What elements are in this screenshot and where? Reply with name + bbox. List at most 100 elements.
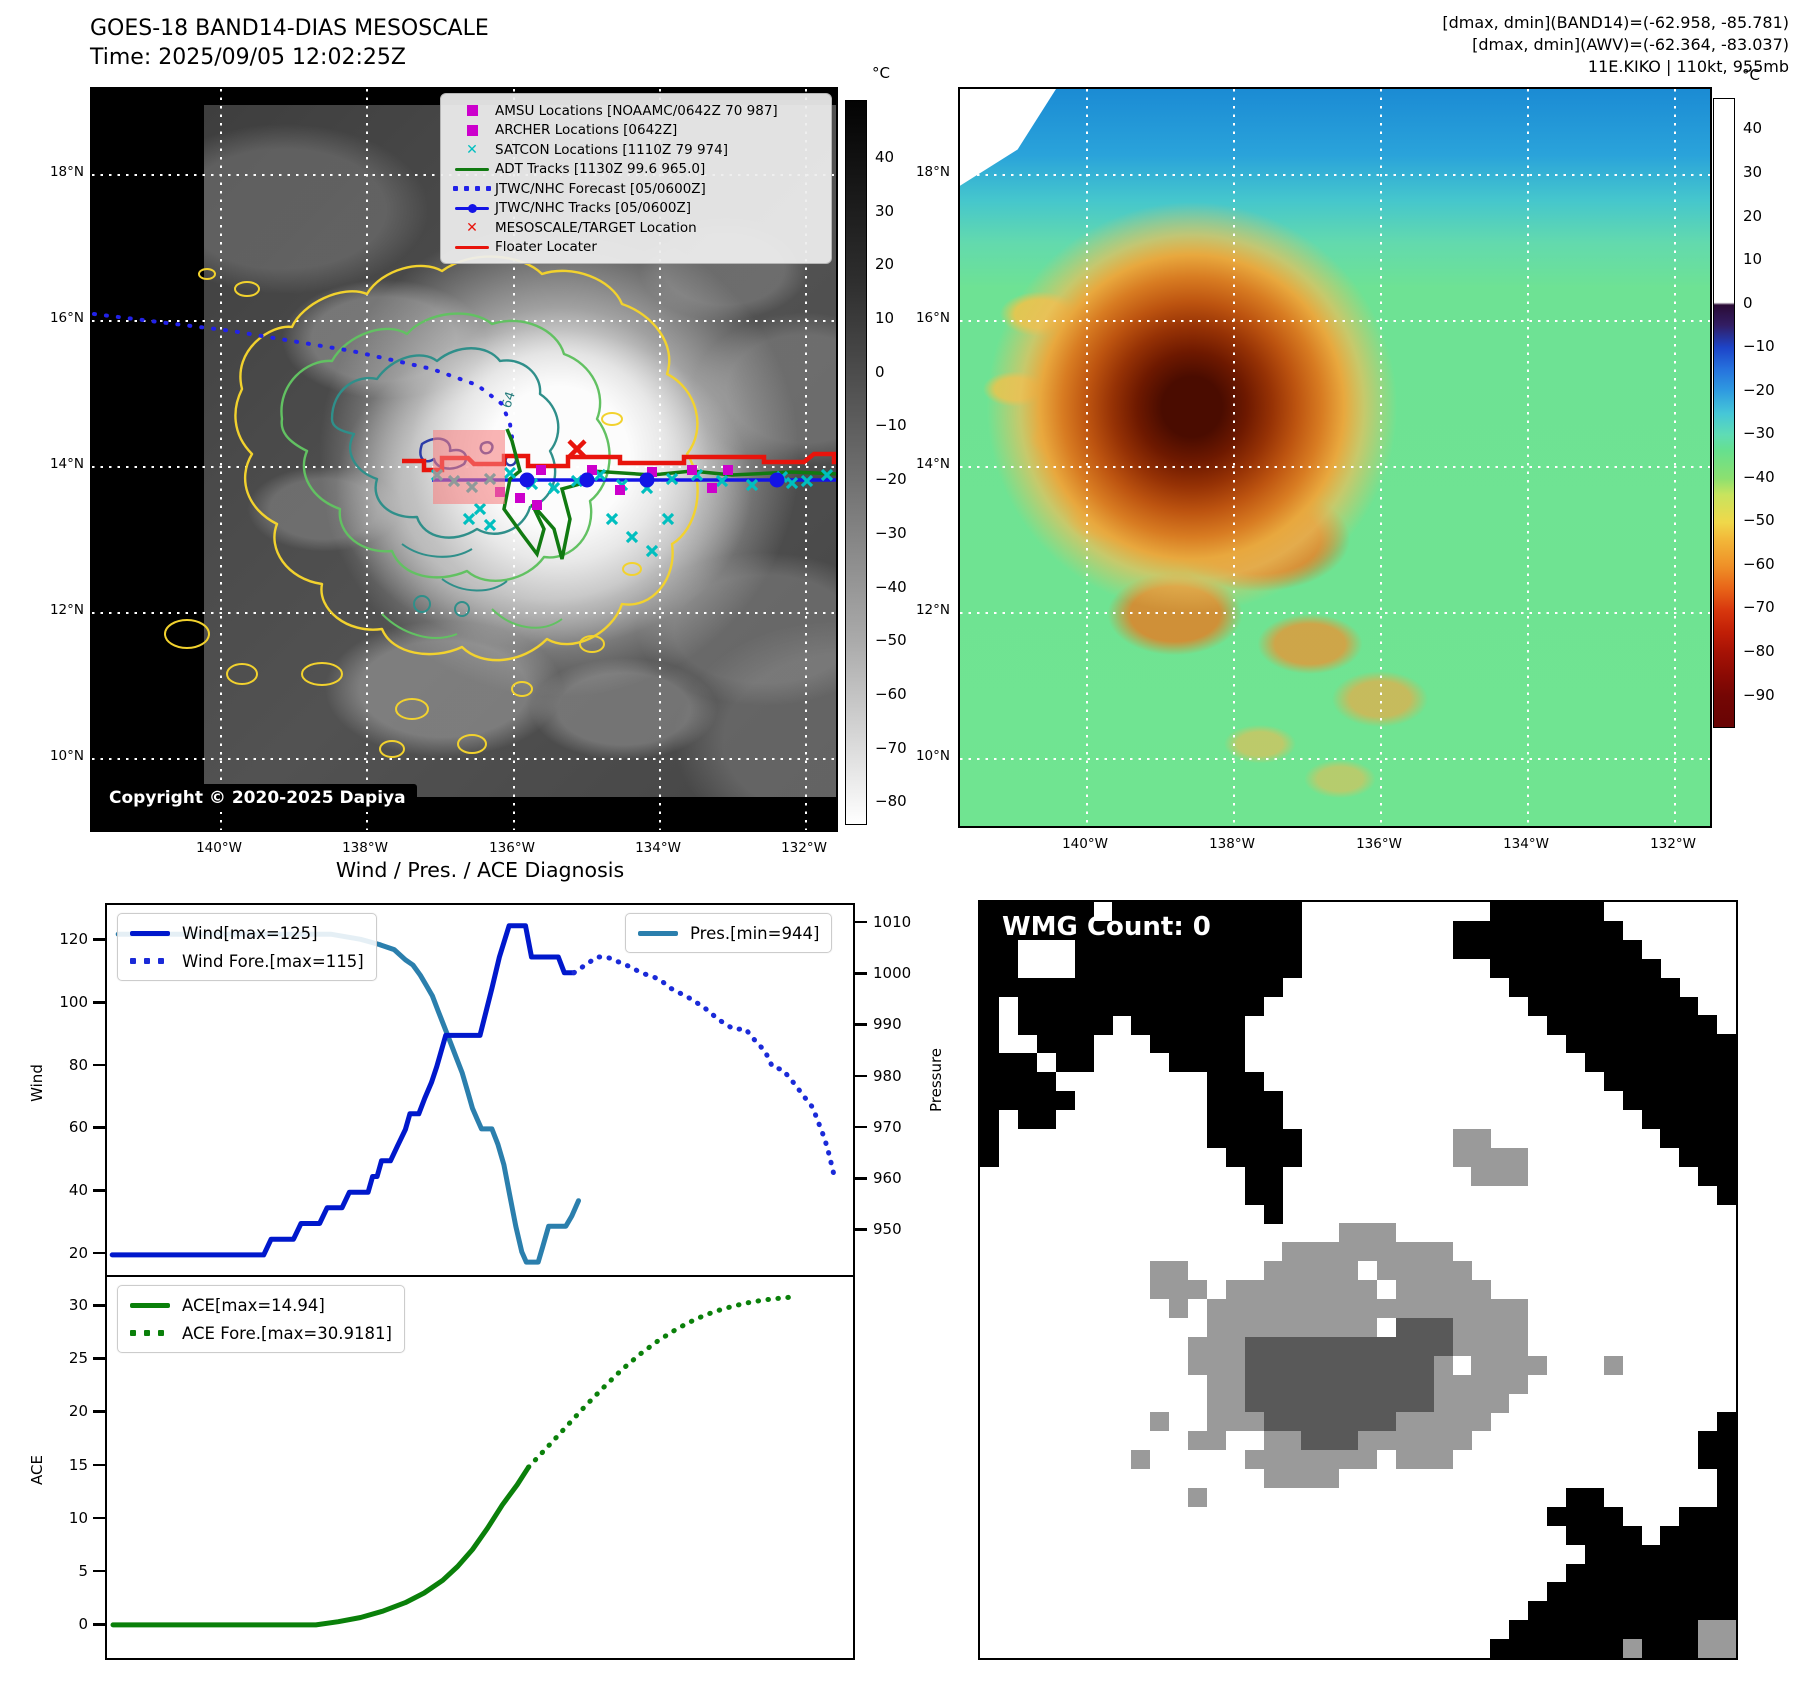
wmg-cell [1206, 1053, 1226, 1073]
wmg-count-label: WMG Count: 0 [1002, 912, 1211, 942]
wmg-cell [1471, 1128, 1491, 1148]
wmg-cell [1622, 977, 1642, 997]
wmg-cell [1263, 977, 1283, 997]
wmg-cell [1206, 1128, 1226, 1148]
storm-contours [164, 255, 699, 758]
left-map-lat-label: 12°N [49, 602, 84, 618]
wmg-cell [1301, 1336, 1321, 1356]
ace-tick [93, 1569, 105, 1573]
wmg-cell [1414, 1298, 1434, 1319]
band14-colorbar-tick: −80 [875, 792, 907, 811]
latlon-grid [960, 89, 1710, 826]
wmg-cell [1187, 920, 1208, 941]
wmg-cell [1244, 1109, 1264, 1130]
wmg-cell [1565, 1563, 1586, 1583]
right-map-lon-label: 140°W [1062, 836, 1108, 852]
wmg-cell [1603, 1506, 1623, 1526]
wmg-cell [1603, 1525, 1623, 1545]
wmg-cell [1206, 1336, 1226, 1356]
wmg-cell [1395, 1355, 1415, 1375]
wmg-cell [1320, 1450, 1340, 1470]
wmg-cell [1490, 958, 1510, 978]
wmg-cell [1320, 1261, 1340, 1281]
wmg-cell [1320, 1336, 1340, 1356]
map-legend-item: ✕ MESOSCALE/TARGET Location [449, 218, 821, 238]
wmg-cell [1187, 902, 1208, 922]
wmg-cell [1641, 1544, 1661, 1564]
wmg-cell [1490, 1393, 1510, 1413]
ace-tick-label: 0 [78, 1615, 88, 1633]
wmg-cell [1225, 1355, 1245, 1375]
wmg-cell [1017, 902, 1037, 922]
wmg-cell [1679, 996, 1699, 1016]
wmg-cell [1490, 1298, 1510, 1319]
wmg-cell [1187, 1355, 1208, 1375]
wmg-cell [1584, 1053, 1604, 1073]
magenta-square-icon [449, 105, 495, 117]
wmg-cell [1717, 1185, 1737, 1205]
wmg-cell [1679, 1601, 1699, 1621]
wmg-cell [1603, 1639, 1623, 1659]
wmg-cell [1358, 1317, 1378, 1337]
wmg-cell [1698, 1582, 1718, 1602]
wmg-cell [1698, 1601, 1718, 1621]
wmg-cell [1320, 1469, 1340, 1489]
wmg-cell [1282, 1412, 1302, 1432]
band14-satellite-map: 64 AMSU Locations [NOAAMC/0642Z 70 987] A… [90, 87, 838, 832]
wmg-cell [1414, 1393, 1434, 1413]
wmg-cell [1395, 1431, 1415, 1451]
wmg-cell [1565, 939, 1586, 959]
wmg-cell [1584, 1525, 1604, 1545]
wmg-cell [1301, 1355, 1321, 1375]
awv-colorbar-tick: −60 [1743, 554, 1775, 573]
wmg-cell [1282, 1128, 1302, 1148]
band14-colorbar-tick: −70 [875, 738, 907, 757]
awv-colorbar-tick: 10 [1743, 250, 1763, 269]
wind-tick [93, 938, 105, 941]
wmg-cell [1225, 1015, 1245, 1035]
wmg-cell [1565, 977, 1586, 997]
wmg-cell [1452, 1393, 1472, 1413]
ace-tick [93, 1623, 105, 1626]
wmg-cell [1565, 1601, 1586, 1621]
wmg-cell [1150, 977, 1170, 997]
wmg-cell [1301, 1261, 1321, 1281]
right-map-lon-label: 138°W [1209, 836, 1255, 852]
map-legend-label: SATCON Locations [1110Z 79 974] [495, 141, 728, 158]
map-legend-item: JTWC/NHC Forecast [05/0600Z] [449, 179, 821, 199]
wmg-cell [1169, 1298, 1189, 1319]
wmg-cell [1452, 1280, 1472, 1300]
wmg-cell [1206, 1317, 1226, 1337]
wmg-cell [1622, 1091, 1642, 1111]
wmg-cell [998, 939, 1019, 959]
wmg-cell [1679, 1109, 1699, 1130]
wmg-cell [1206, 939, 1226, 959]
awv-colorbar-tick: −10 [1743, 337, 1775, 356]
wmg-cell [1660, 1128, 1680, 1148]
wmg-cell [1263, 939, 1283, 959]
wmg-cell [1471, 1336, 1491, 1356]
wmg-cell [1225, 1072, 1245, 1092]
wmg-cell [1376, 1355, 1397, 1375]
pressure-tick [855, 1074, 867, 1078]
wmg-cell [1584, 1544, 1604, 1564]
wmg-cell [1698, 1109, 1718, 1130]
wmg-cell [1320, 1374, 1340, 1394]
wmg-cell [1603, 1015, 1623, 1035]
wmg-cell [1679, 1506, 1699, 1526]
ace-tick [93, 1357, 105, 1360]
wmg-cell [1603, 977, 1623, 997]
wmg-cell [1679, 1525, 1699, 1545]
ace-chart: ACE[max=14.94] ACE Fore.[max=30.9181] [105, 1275, 855, 1660]
wmg-cell [1603, 996, 1623, 1016]
wmg-cell [1603, 1072, 1623, 1092]
wmg-cell [1074, 1053, 1094, 1073]
wmg-cell [1471, 1393, 1491, 1413]
blue-line-dot-icon [449, 203, 495, 213]
wmg-cell [1433, 1261, 1453, 1281]
map-legend-item: JTWC/NHC Tracks [05/0600Z] [449, 199, 821, 219]
wmg-cell [1717, 1563, 1737, 1583]
wmg-cell [1452, 1412, 1472, 1432]
awv-overlay-svg [960, 89, 1710, 826]
panel-title-goes18: GOES-18 BAND14-DIAS MESOSCALE Time: 2025… [90, 14, 489, 72]
